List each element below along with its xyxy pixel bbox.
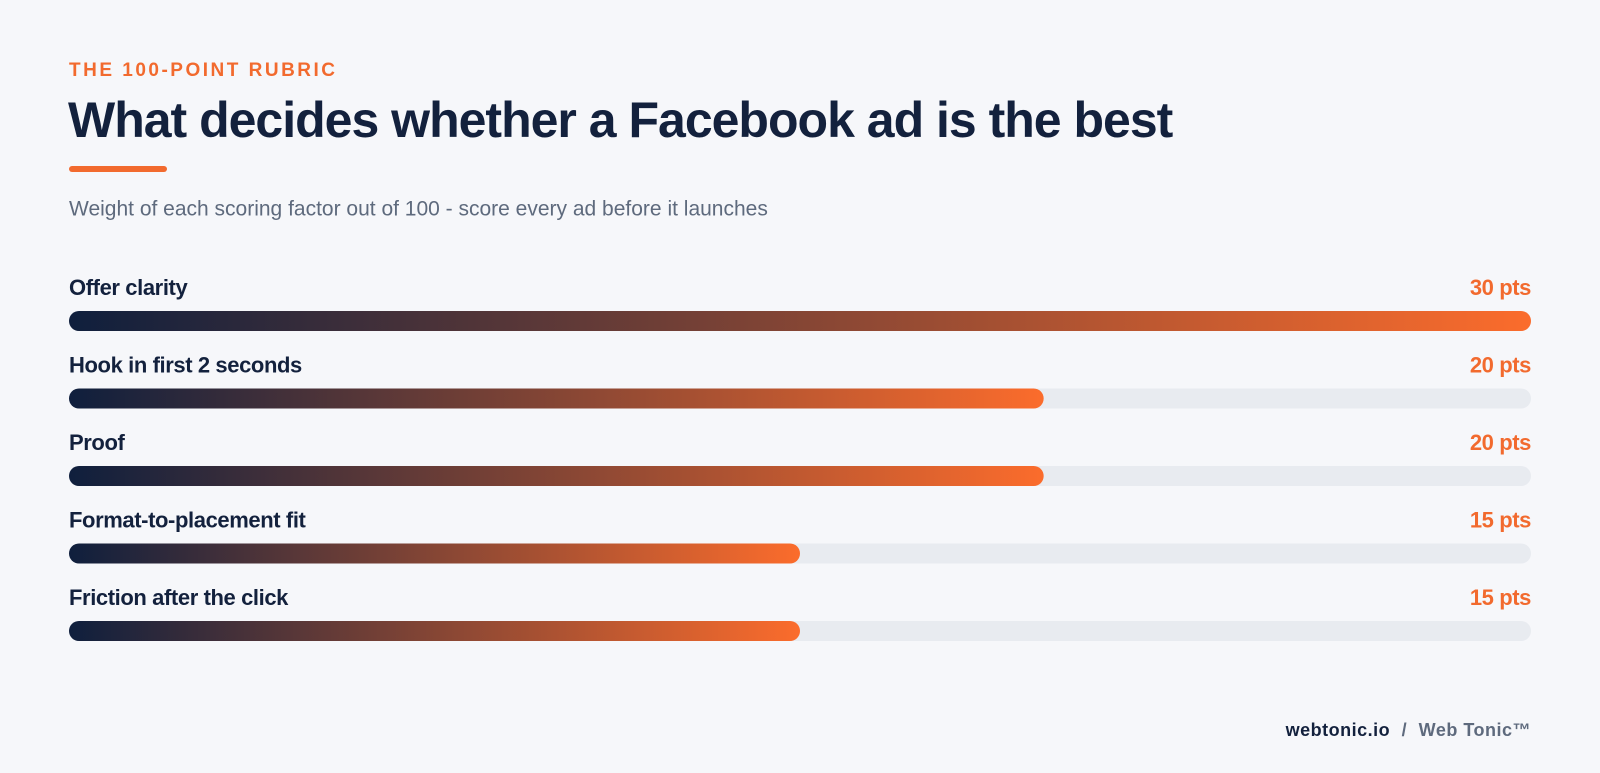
value-label: 15 pts	[1470, 585, 1531, 610]
value-label: 30 pts	[1470, 275, 1531, 300]
subtitle: Weight of each scoring factor out of 100…	[69, 198, 768, 221]
value-label: 20 pts	[1470, 430, 1531, 455]
value-label: 20 pts	[1470, 352, 1531, 377]
bar	[69, 388, 1044, 409]
footer: webtonic.io / Web Tonic™	[1285, 720, 1531, 740]
bar	[69, 311, 1531, 331]
category-label: Hook in first 2 seconds	[69, 352, 302, 377]
category-label: Proof	[69, 430, 126, 455]
title-underline	[69, 166, 167, 172]
bar	[69, 466, 1044, 486]
kicker: THE 100-POINT RUBRIC	[69, 60, 338, 81]
footer-brand: Web Tonic™	[1419, 720, 1531, 740]
bar	[69, 621, 800, 641]
category-label: Offer clarity	[69, 275, 188, 300]
category-label: Friction after the click	[69, 585, 289, 610]
footer-separator: /	[1402, 720, 1408, 740]
category-label: Format-to-placement fit	[69, 507, 307, 532]
chart-title: What decides whether a Facebook ad is th…	[68, 92, 1174, 148]
value-label: 15 pts	[1470, 507, 1531, 532]
footer-site: webtonic.io	[1285, 720, 1391, 740]
bar	[69, 543, 800, 564]
